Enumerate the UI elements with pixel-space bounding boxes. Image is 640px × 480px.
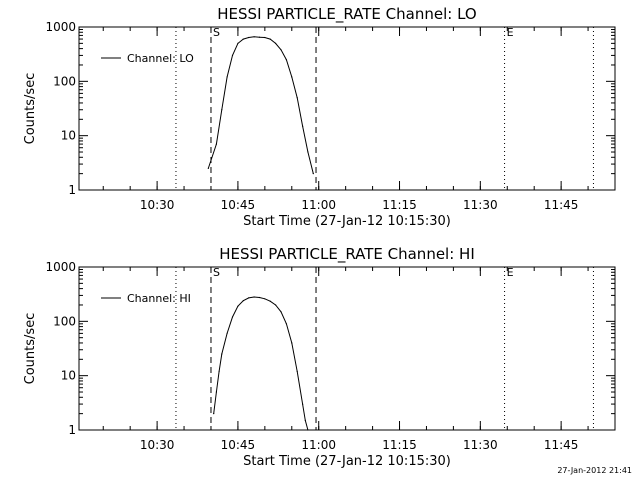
data-point xyxy=(280,49,282,51)
data-point xyxy=(221,353,223,355)
x-tick-label: 11:15 xyxy=(382,198,417,212)
x-tick-label: 11:30 xyxy=(463,438,498,452)
data-point xyxy=(296,370,298,372)
data-point xyxy=(215,391,217,393)
data-point xyxy=(226,332,228,334)
data-point xyxy=(248,36,250,39)
x-tick-label: 10:45 xyxy=(221,438,256,452)
data-point xyxy=(285,59,287,61)
data-point xyxy=(291,76,293,78)
series-line xyxy=(213,296,309,431)
data-point xyxy=(231,316,234,318)
data-point xyxy=(242,300,244,302)
y-tick-label: 1 xyxy=(68,183,76,197)
x-tick-label: 11:30 xyxy=(463,198,498,212)
chart-title: HESSI PARTICLE_RATE Channel: LO xyxy=(217,5,476,24)
data-point xyxy=(302,403,304,405)
x-tick-label: 10:45 xyxy=(221,198,256,212)
x-tick-label: 11:45 xyxy=(544,198,579,212)
data-point xyxy=(231,54,234,57)
data-point xyxy=(242,38,244,40)
data-point xyxy=(285,323,287,325)
data-point xyxy=(302,125,304,127)
marker-label: S xyxy=(213,26,220,39)
legend-label: Channel: HI xyxy=(127,292,191,305)
series-line xyxy=(207,36,314,174)
plot-timestamp: 27-Jan-2012 21:41 xyxy=(557,466,632,475)
marker-label: E xyxy=(507,26,514,39)
plot-frame xyxy=(78,26,616,191)
data-point xyxy=(218,370,220,372)
data-point xyxy=(237,42,239,45)
x-tick-label: 11:45 xyxy=(544,438,579,452)
data-point xyxy=(264,298,266,300)
x-tick-label: 11:15 xyxy=(382,438,417,452)
x-axis-label: Start Time (27-Jan-12 10:15:30) xyxy=(243,214,451,229)
data-point xyxy=(304,419,306,421)
data-point xyxy=(237,305,239,307)
y-axis-label: Counts/sec xyxy=(23,313,38,385)
data-point xyxy=(226,76,228,78)
y-axis-label: Counts/sec xyxy=(23,73,38,145)
y-tick-label: 1000 xyxy=(45,260,76,274)
marker-label: S xyxy=(213,266,220,279)
data-point xyxy=(258,36,261,38)
y-tick-label: 10 xyxy=(61,369,76,383)
data-point xyxy=(215,143,217,145)
data-point xyxy=(280,311,282,313)
data-point xyxy=(213,413,215,415)
data-point xyxy=(207,167,209,169)
x-tick-label: 11:00 xyxy=(301,438,336,452)
y-tick-label: 100 xyxy=(53,314,76,328)
data-point xyxy=(296,97,298,99)
x-tick-label: 10:30 xyxy=(140,198,175,212)
plot-frame xyxy=(78,266,616,431)
data-point xyxy=(253,296,255,298)
y-tick-label: 1 xyxy=(68,423,76,437)
x-tick-label: 10:30 xyxy=(140,438,175,452)
data-point xyxy=(307,429,309,431)
x-tick-label: 11:00 xyxy=(301,198,336,212)
data-point xyxy=(258,296,261,299)
y-tick-label: 100 xyxy=(53,74,76,88)
data-point xyxy=(269,38,271,40)
y-tick-label: 10 xyxy=(61,129,76,143)
data-point xyxy=(291,342,293,344)
x-axis-label: Start Time (27-Jan-12 10:15:30) xyxy=(243,454,451,469)
marker-label: E xyxy=(507,266,514,279)
data-point xyxy=(307,151,309,153)
data-point xyxy=(275,42,277,45)
data-point xyxy=(248,297,250,299)
data-point xyxy=(264,36,266,39)
y-tick-label: 1000 xyxy=(45,20,76,34)
data-point xyxy=(312,173,314,175)
data-point xyxy=(221,109,223,111)
data-point xyxy=(253,36,255,38)
chart-title: HESSI PARTICLE_RATE Channel: HI xyxy=(219,245,475,264)
legend-label: Channel: LO xyxy=(127,52,194,65)
data-point xyxy=(275,304,277,306)
data-point xyxy=(269,300,271,302)
